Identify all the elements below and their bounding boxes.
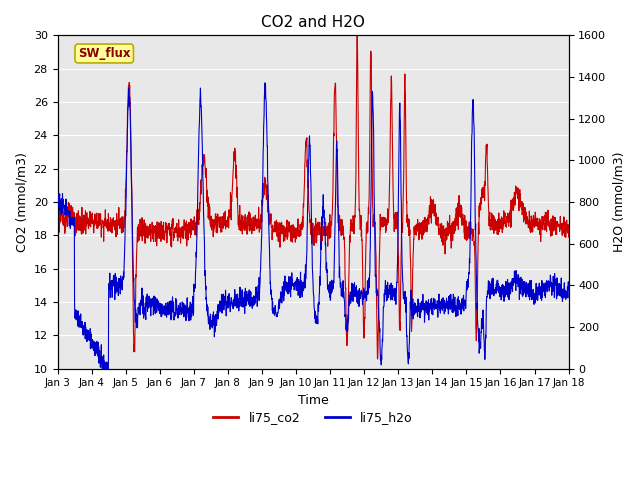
Y-axis label: H2O (mmol/m3): H2O (mmol/m3) bbox=[612, 152, 625, 252]
Legend: li75_co2, li75_h2o: li75_co2, li75_h2o bbox=[209, 406, 418, 429]
Title: CO2 and H2O: CO2 and H2O bbox=[261, 15, 365, 30]
X-axis label: Time: Time bbox=[298, 394, 328, 407]
Y-axis label: CO2 (mmol/m3): CO2 (mmol/m3) bbox=[15, 152, 28, 252]
Text: SW_flux: SW_flux bbox=[78, 47, 131, 60]
